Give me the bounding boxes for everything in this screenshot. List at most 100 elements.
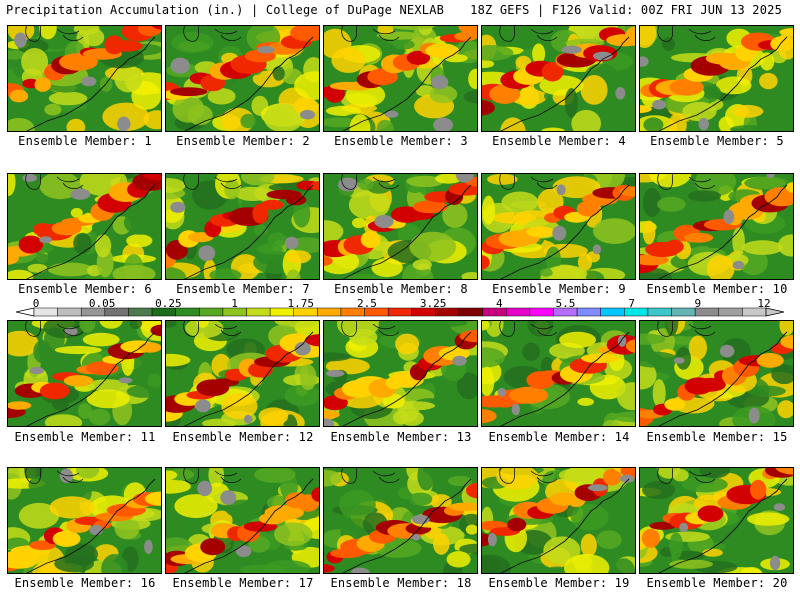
great-lakes-outline	[25, 320, 84, 337]
ensemble-map-panel	[639, 173, 794, 280]
precip-field-map	[165, 467, 320, 574]
precip-field-map	[323, 320, 478, 427]
colorbar-swatch	[128, 307, 153, 317]
ensemble-map-panel	[639, 467, 794, 574]
coastline	[656, 331, 788, 427]
coastline	[182, 184, 314, 280]
ensemble-member-label: Ensemble Member: 7	[176, 282, 310, 296]
precip-field-map	[639, 320, 794, 427]
ensemble-member-label: Ensemble Member: 19	[488, 576, 630, 590]
colorbar-swatch	[57, 307, 82, 317]
colorbar-tick-label: 1	[231, 297, 238, 310]
coastline	[498, 36, 630, 132]
great-lakes-outline	[657, 25, 716, 42]
colorbar-tick-label: 1.75	[287, 297, 314, 310]
colorbar-swatch	[671, 307, 696, 317]
coastline	[340, 478, 472, 574]
ensemble-member-label: Ensemble Member: 11	[14, 430, 156, 444]
ensemble-map-panel	[639, 25, 794, 132]
great-lakes-outline	[499, 320, 558, 337]
ensemble-map-panel	[7, 25, 162, 132]
ensemble-member-label: Ensemble Member: 20	[646, 576, 788, 590]
colorbar-swatch	[718, 307, 743, 317]
ensemble-map-panel	[165, 467, 320, 574]
coastline	[498, 331, 630, 427]
coastline	[340, 331, 472, 427]
ensemble-map-panel	[481, 320, 636, 427]
colorbar-swatch	[576, 307, 601, 317]
great-lakes-outline	[657, 173, 716, 190]
ensemble-member-label: Ensemble Member: 16	[14, 576, 156, 590]
ensemble-map-panel	[481, 173, 636, 280]
precip-field-map	[7, 173, 162, 280]
ensemble-member-label: Ensemble Member: 12	[172, 430, 314, 444]
coastline	[498, 478, 630, 574]
precip-field-map	[323, 25, 478, 132]
great-lakes-outline	[657, 467, 716, 484]
ensemble-map-panel	[7, 467, 162, 574]
ensemble-map-panel	[323, 25, 478, 132]
ensemble-member-label: Ensemble Member: 13	[330, 430, 472, 444]
great-lakes-outline	[341, 467, 400, 484]
great-lakes-outline	[499, 173, 558, 190]
precip-field-map	[323, 173, 478, 280]
colorbar-tick-label: 7	[628, 297, 635, 310]
ensemble-map-panel	[323, 320, 478, 427]
coastline	[24, 331, 156, 427]
ensemble-member-label: Ensemble Member: 4	[492, 134, 626, 148]
colorbar-swatch	[647, 307, 672, 317]
coastline	[24, 478, 156, 574]
ensemble-member-label: Ensemble Member: 10	[646, 282, 788, 296]
coastline	[24, 184, 156, 280]
great-lakes-outline	[183, 25, 242, 42]
ensemble-map-panel	[481, 25, 636, 132]
coastline	[656, 184, 788, 280]
ensemble-member-label: Ensemble Member: 1	[18, 134, 152, 148]
precip-field-map	[481, 320, 636, 427]
precip-field-map	[639, 25, 794, 132]
ensemble-member-label: Ensemble Member: 14	[488, 430, 630, 444]
great-lakes-outline	[341, 173, 400, 190]
coastline	[656, 36, 788, 132]
precip-field-map	[481, 173, 636, 280]
colorbar-tick-label: 3.25	[419, 297, 447, 310]
precip-field-map	[7, 320, 162, 427]
ensemble-map-panel	[323, 173, 478, 280]
coastline	[340, 184, 472, 280]
colorbar-swatch	[529, 307, 554, 317]
great-lakes-outline	[183, 173, 242, 190]
precip-field-map	[165, 320, 320, 427]
precip-field-map	[165, 173, 320, 280]
ensemble-map-panel	[481, 467, 636, 574]
great-lakes-outline	[657, 320, 716, 337]
colorbar-max-arrow	[765, 307, 785, 317]
colorbar-swatch	[387, 307, 413, 317]
great-lakes-outline	[499, 25, 558, 42]
colorbar-tick-label: 4	[495, 297, 503, 310]
ensemble-member-label: Ensemble Member: 6	[18, 282, 152, 296]
coastline	[182, 36, 314, 132]
ensemble-member-label: Ensemble Member: 5	[650, 134, 784, 148]
coastline	[24, 36, 156, 132]
coastline	[340, 36, 472, 132]
precipitation-colorbar	[15, 307, 785, 317]
colorbar-swatch	[199, 307, 224, 317]
header-title-right: 18Z GEFS | F126 Valid: 00Z FRI JUN 13 20…	[470, 3, 782, 17]
colorbar-min-arrow	[15, 307, 35, 317]
ensemble-map-panel	[639, 320, 794, 427]
precip-field-map	[481, 467, 636, 574]
precip-field-map	[323, 467, 478, 574]
colorbar-swatch	[506, 307, 531, 317]
precip-field-map	[165, 25, 320, 132]
ensemble-map-panel	[323, 467, 478, 574]
precip-field-map	[481, 25, 636, 132]
ensemble-member-label: Ensemble Member: 18	[330, 576, 472, 590]
great-lakes-outline	[25, 173, 84, 190]
coastline	[498, 184, 630, 280]
ensemble-member-label: Ensemble Member: 2	[176, 134, 310, 148]
ensemble-member-label: Ensemble Member: 17	[172, 576, 314, 590]
ensemble-map-panel	[7, 320, 162, 427]
ensemble-map-panel	[7, 173, 162, 280]
colorbar-tick-label: 0.05	[88, 297, 116, 310]
coastline	[182, 478, 314, 574]
